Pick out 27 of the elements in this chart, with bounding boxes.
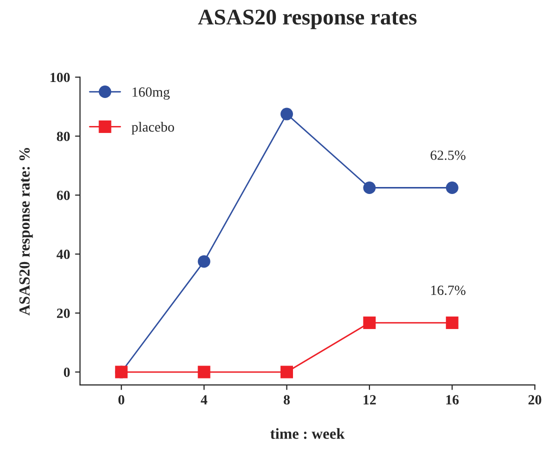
point <box>363 316 376 330</box>
legend-label: 160mg <box>132 87 170 100</box>
point <box>280 108 294 120</box>
x-tick-label: 8 <box>284 395 290 404</box>
x-tick-label: 16 <box>446 395 459 404</box>
y-tick-label: 100 <box>50 72 70 82</box>
legend-label: placebo <box>132 122 174 135</box>
annotation: 62.5% <box>430 150 466 160</box>
point <box>280 366 294 378</box>
x-tick-label: 0 <box>118 395 124 404</box>
annotation: 16.7% <box>431 286 466 296</box>
y-tick-label: 80 <box>56 132 70 142</box>
point <box>363 181 376 194</box>
y-tick-label: 0 <box>64 368 70 377</box>
x-tick-label: 20 <box>528 395 542 404</box>
chart-title: ASAS20 response rates <box>198 10 417 30</box>
y-tick-label: 40 <box>56 250 70 260</box>
point <box>446 316 458 330</box>
x-axis-title: time : week <box>270 428 345 439</box>
point <box>446 181 458 194</box>
y-tick-label: 20 <box>56 308 70 318</box>
x-tick-label: 4 <box>200 395 208 404</box>
y-axis-title: ASAS20 response rate: % <box>19 148 33 316</box>
point <box>198 366 210 378</box>
x-tick-label: 12 <box>364 395 376 404</box>
y-tick-label: 60 <box>56 190 70 200</box>
point <box>198 255 210 268</box>
